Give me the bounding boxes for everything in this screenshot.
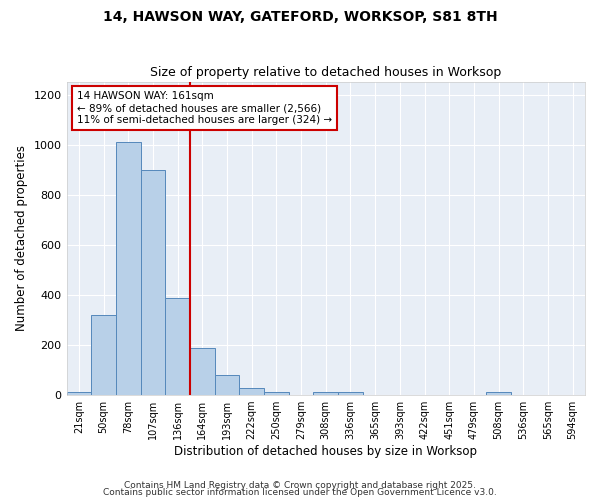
Bar [313,392,338,394]
Bar [264,392,289,394]
Title: Size of property relative to detached houses in Worksop: Size of property relative to detached ho… [150,66,502,80]
Bar [215,374,239,394]
Text: Contains HM Land Registry data © Crown copyright and database right 2025.: Contains HM Land Registry data © Crown c… [124,480,476,490]
Text: 14, HAWSON WAY, GATEFORD, WORKSOP, S81 8TH: 14, HAWSON WAY, GATEFORD, WORKSOP, S81 8… [103,10,497,24]
Bar [239,388,264,394]
Bar [116,142,140,395]
Bar [190,348,215,395]
Text: 14 HAWSON WAY: 161sqm
← 89% of detached houses are smaller (2,566)
11% of semi-d: 14 HAWSON WAY: 161sqm ← 89% of detached … [77,92,332,124]
Y-axis label: Number of detached properties: Number of detached properties [15,146,28,332]
Bar [67,392,91,394]
Bar [486,392,511,394]
X-axis label: Distribution of detached houses by size in Worksop: Distribution of detached houses by size … [174,444,477,458]
Bar [91,314,116,394]
Bar [140,170,165,394]
Bar [338,392,363,394]
Text: Contains public sector information licensed under the Open Government Licence v3: Contains public sector information licen… [103,488,497,497]
Bar [165,298,190,394]
